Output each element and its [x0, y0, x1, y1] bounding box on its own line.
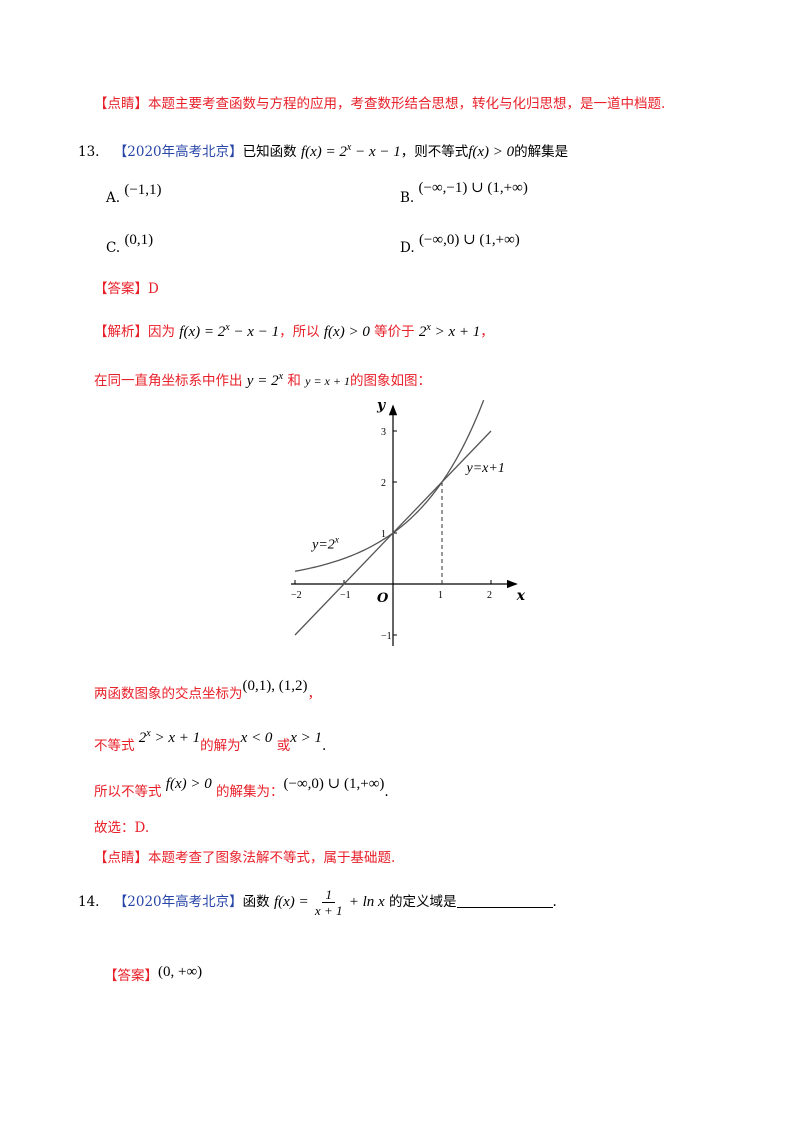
tip-1: 【点睛】本题主要考查函数与方程的应用，考查数形结合思想，转化与化归思想，是一道中… [94, 94, 665, 114]
question-13-number: 13. [78, 144, 100, 160]
question-13-function: f(x) = 2x − x − 1 [300, 142, 401, 160]
y-axis-label: y [376, 398, 386, 414]
analysis-line-4: 不等式 2x > x + 1的解为x < 0 或x > 1. [94, 724, 326, 754]
x-tick-label: 2 [487, 590, 492, 601]
option-b-label: B. [400, 190, 415, 206]
option-a-label: A. [106, 190, 121, 206]
analysis-l2-function-2: y = x + 1 [305, 374, 350, 388]
option-b[interactable]: B. (−∞,−1) ∪ (1,+∞) [400, 178, 528, 206]
question-14-end: . [552, 894, 557, 910]
y-tick-label: 2 [381, 478, 386, 489]
analysis-l4-or: 或 [276, 738, 291, 754]
y-tick-label: 3 [381, 427, 386, 438]
option-a[interactable]: A. (−1,1) [106, 180, 162, 206]
answer-13: 【答案】D [94, 279, 159, 299]
analysis-l4-solution-1: x < 0 [240, 730, 273, 746]
tip-1-text: 本题主要考查函数与方程的应用，考查数形结合思想，转化与化归思想，是一道中档题. [148, 96, 666, 112]
x-axis-label: x [516, 588, 526, 604]
curve-linear [294, 430, 492, 636]
x-tick-label: −1 [340, 590, 351, 601]
answer-13-tag: 【答案】 [94, 281, 148, 297]
analysis-l1-inequality: f(x) > 0 [323, 324, 370, 340]
curve-exponential [294, 399, 485, 572]
analysis-l4-pre: 不等式 [94, 738, 135, 754]
x-tick-label: 1 [438, 590, 443, 601]
analysis-l4-end: . [322, 738, 327, 754]
analysis-line-2: 在同一直角坐标系中作出 y = 2x 和 y = x + 1的图象如图： [94, 367, 431, 391]
question-14-answer-blank[interactable] [456, 893, 553, 908]
question-14-source: 【2020年高考北京】 [113, 894, 243, 910]
option-c-value: (0,1) [124, 232, 154, 248]
analysis-line-6: 故选：D. [94, 820, 150, 836]
tip-1-tag: 【点睛】 [94, 96, 148, 112]
analysis-l4-inequality: 2x > x + 1 [138, 728, 201, 746]
curve-linear-label: y=x+1 [465, 461, 505, 476]
tip-2-text: 本题考查了图象法解不等式，属于基础题. [148, 850, 396, 866]
tip-2: 【点睛】本题考查了图象法解不等式，属于基础题. [94, 848, 395, 868]
analysis-line-1: 【解析】因为 f(x) = 2x − x − 1，所以 f(x) > 0 等价于… [94, 318, 494, 342]
question-14-number: 14. [78, 894, 100, 910]
answer-14-value: (0, +∞) [158, 964, 203, 980]
option-c-label: C. [106, 240, 121, 256]
option-d[interactable]: D. (−∞,0) ∪ (1,+∞) [400, 230, 520, 256]
question-13-pre: 已知函数 [242, 144, 297, 160]
analysis-l5-set: (−∞,0) ∪ (1,+∞) [283, 776, 385, 792]
option-b-value: (−∞,−1) ∪ (1,+∞) [418, 180, 528, 196]
analysis-l2-and: 和 [287, 373, 301, 389]
answer-14: 【答案】(0, +∞) [104, 962, 203, 984]
question-14-function-lhs: f(x) = [273, 894, 309, 910]
analysis-tag: 【解析】 [94, 324, 148, 340]
question-13-post: 的解集是 [514, 144, 569, 160]
analysis-l2-pre: 在同一直角坐标系中作出 [94, 373, 243, 389]
analysis-l5-mid: 的解集为： [216, 784, 284, 800]
analysis-l5-end: . [384, 784, 389, 800]
analysis-line-3: 两函数图象的交点坐标为(0,1), (1,2)， [94, 676, 321, 702]
question-13-inequality: f(x) > 0 [468, 144, 515, 160]
analysis-l3-pre: 两函数图象的交点坐标为 [94, 686, 243, 702]
origin-label: O [377, 591, 389, 606]
answer-14-tag: 【答案】 [104, 968, 158, 984]
analysis-l1-inequality-2: 2x > x + 1 [418, 322, 481, 340]
analysis-l2-function-1: y = 2x [246, 371, 284, 389]
option-d-label: D. [400, 240, 415, 256]
analysis-l3-points: (0,1), (1,2) [242, 678, 308, 694]
x-tick-label: −2 [291, 590, 302, 601]
option-c[interactable]: C. (0,1) [106, 230, 154, 256]
analysis-l1-end: ， [480, 324, 494, 340]
analysis-l5-pre: 所以不等式 [94, 784, 162, 800]
y-tick-label: 1 [381, 529, 386, 540]
question-14-function-tail: + ln x [348, 894, 385, 910]
curve-exponential-label: y=2x [310, 534, 339, 552]
option-d-value: (−∞,0) ∪ (1,+∞) [418, 232, 520, 248]
analysis-l3-end: ， [307, 686, 321, 702]
question-13-source: 【2020年高考北京】 [113, 144, 243, 160]
analysis-line-5: 所以不等式 f(x) > 0 的解集为：(−∞,0) ∪ (1,+∞). [94, 774, 389, 800]
analysis-l4-mid: 的解为 [200, 738, 241, 754]
function-graph: −2 −1 1 2 −1 1 2 3 x y O y=2x y=x+1 [291, 398, 526, 646]
analysis-l2-post: 的图象如图： [349, 373, 431, 389]
tip-2-tag: 【点睛】 [94, 850, 148, 866]
option-a-value: (−1,1) [124, 182, 162, 198]
analysis-l1-mid: ，所以 [279, 324, 320, 340]
analysis-l1-equiv: 等价于 [374, 324, 415, 340]
analysis-l1-function: f(x) = 2x − x − 1 [179, 322, 280, 340]
question-14-pre: 函数 [242, 894, 270, 910]
analysis-l5-inequality: f(x) > 0 [165, 776, 212, 792]
question-13-mid: ，则不等式 [400, 144, 469, 160]
answer-13-value: D [148, 281, 159, 297]
y-tick-label: −1 [381, 631, 392, 642]
question-14-post: 的定义域是 [389, 894, 457, 910]
question-13: 13. 【2020年高考北京】已知函数 f(x) = 2x − x − 1，则不… [78, 138, 568, 162]
analysis-l1-pre: 因为 [148, 324, 175, 340]
analysis-l4-solution-2: x > 1 [290, 730, 323, 746]
